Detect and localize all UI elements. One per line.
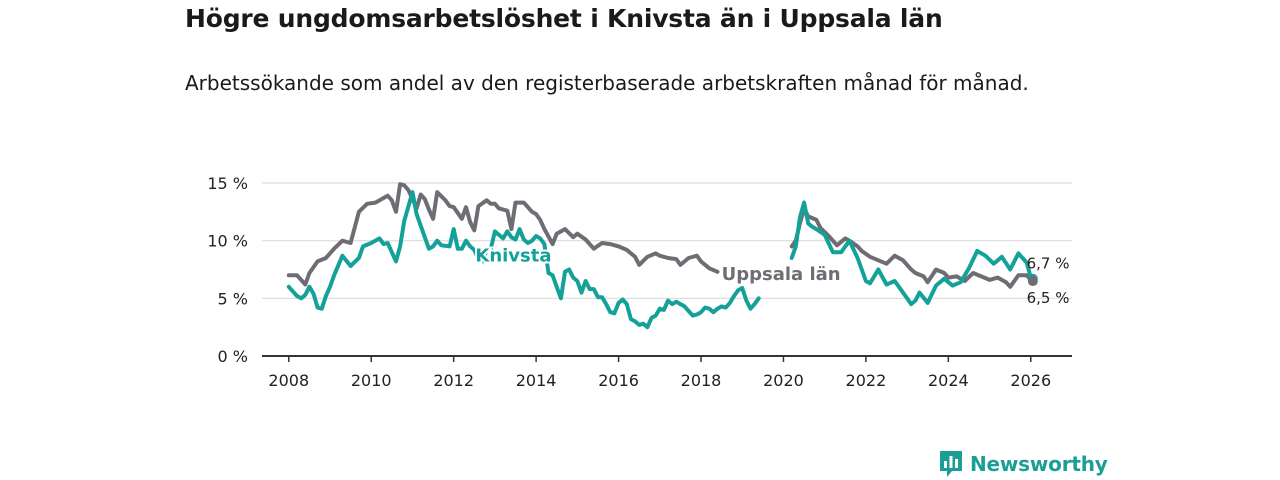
chart-subtitle: Arbetssökande som andel av den registerb… xyxy=(185,71,1029,95)
logo-text: Newsworthy xyxy=(970,452,1108,476)
series-lines xyxy=(286,182,1035,330)
x-tick-label: 2022 xyxy=(846,371,887,390)
x-tick-label: 2026 xyxy=(1010,371,1051,390)
x-tick-label: 2016 xyxy=(598,371,639,390)
newsworthy-logo: Newsworthy xyxy=(938,449,1108,479)
gridlines xyxy=(262,182,1072,357)
y-tick-label: 0 % xyxy=(218,347,248,366)
series-line-knivsta xyxy=(286,190,761,330)
y-tick-labels: 0 % 5 % 10 % 15 % xyxy=(207,174,248,366)
x-tick-label: 2020 xyxy=(763,371,804,390)
x-tick-label: 2018 xyxy=(681,371,722,390)
x-tick-labels: 2008 2010 2012 2014 2016 2018 2020 2022 2024 2026 xyxy=(268,356,1051,390)
y-tick-label: 10 % xyxy=(207,232,248,251)
bar-chart-icon xyxy=(940,451,962,477)
series-line-knivsta xyxy=(789,200,1035,307)
series-label-uppsala-lan: Uppsala län xyxy=(722,264,841,285)
chart-title: Högre ungdomsarbetslöshet i Knivsta än i… xyxy=(185,4,943,33)
x-tick-label: 2008 xyxy=(268,371,309,390)
x-tick-label: 2024 xyxy=(928,371,969,390)
x-tick-label: 2012 xyxy=(433,371,474,390)
y-tick-label: 15 % xyxy=(207,174,248,193)
series-line-uppsala-l-n xyxy=(789,206,1035,289)
series-line-uppsala-l-n xyxy=(286,182,720,287)
series-line-knivsta xyxy=(777,269,786,278)
end-marker-uppsala-l-n xyxy=(1027,276,1038,287)
x-tick-label: 2014 xyxy=(516,371,557,390)
series-labels: Knivsta Uppsala län 6,7 % 6,5 % xyxy=(473,243,1070,307)
series-label-knivsta: Knivsta xyxy=(475,245,551,266)
end-label-uppsala-lan: 6,5 % xyxy=(1027,289,1070,307)
y-tick-label: 5 % xyxy=(218,289,248,308)
x-tick-label: 2010 xyxy=(351,371,392,390)
end-label-knivsta: 6,7 % xyxy=(1027,254,1070,272)
